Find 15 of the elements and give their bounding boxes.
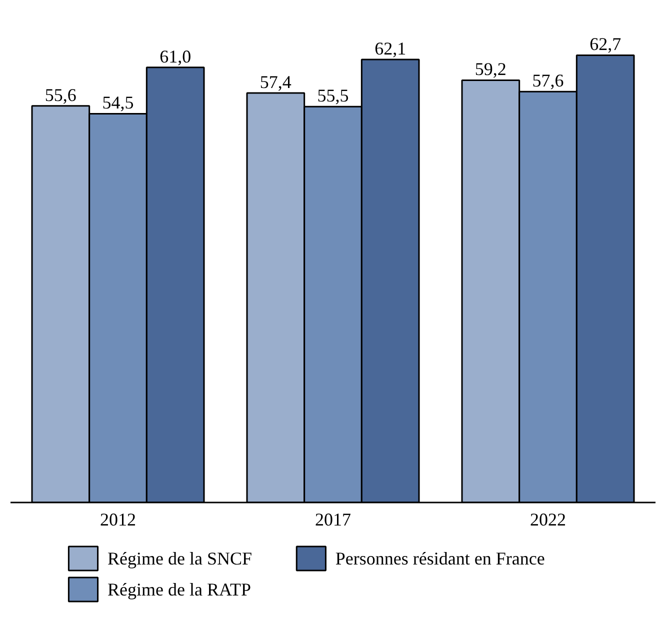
legend-label: Régime de la RATP xyxy=(107,580,251,600)
data-label: 57,4 xyxy=(260,72,292,92)
legend-label: Personnes résidant en France xyxy=(335,548,545,568)
data-label: 62,7 xyxy=(590,34,622,54)
data-label: 55,5 xyxy=(317,86,349,106)
data-label: 55,6 xyxy=(44,84,76,105)
x-tick-label: 2012 xyxy=(100,510,136,530)
data-label: 59,2 xyxy=(474,59,506,80)
data-label: 57,6 xyxy=(532,70,564,91)
legend-label: Régime de la SNCF xyxy=(107,548,252,568)
data-label: 61,0 xyxy=(160,46,192,66)
x-tick-label: 2017 xyxy=(315,510,351,530)
data-label: 62,1 xyxy=(374,38,406,59)
x-tick-label: 2022 xyxy=(530,510,566,530)
data-label: 54,5 xyxy=(102,92,134,113)
